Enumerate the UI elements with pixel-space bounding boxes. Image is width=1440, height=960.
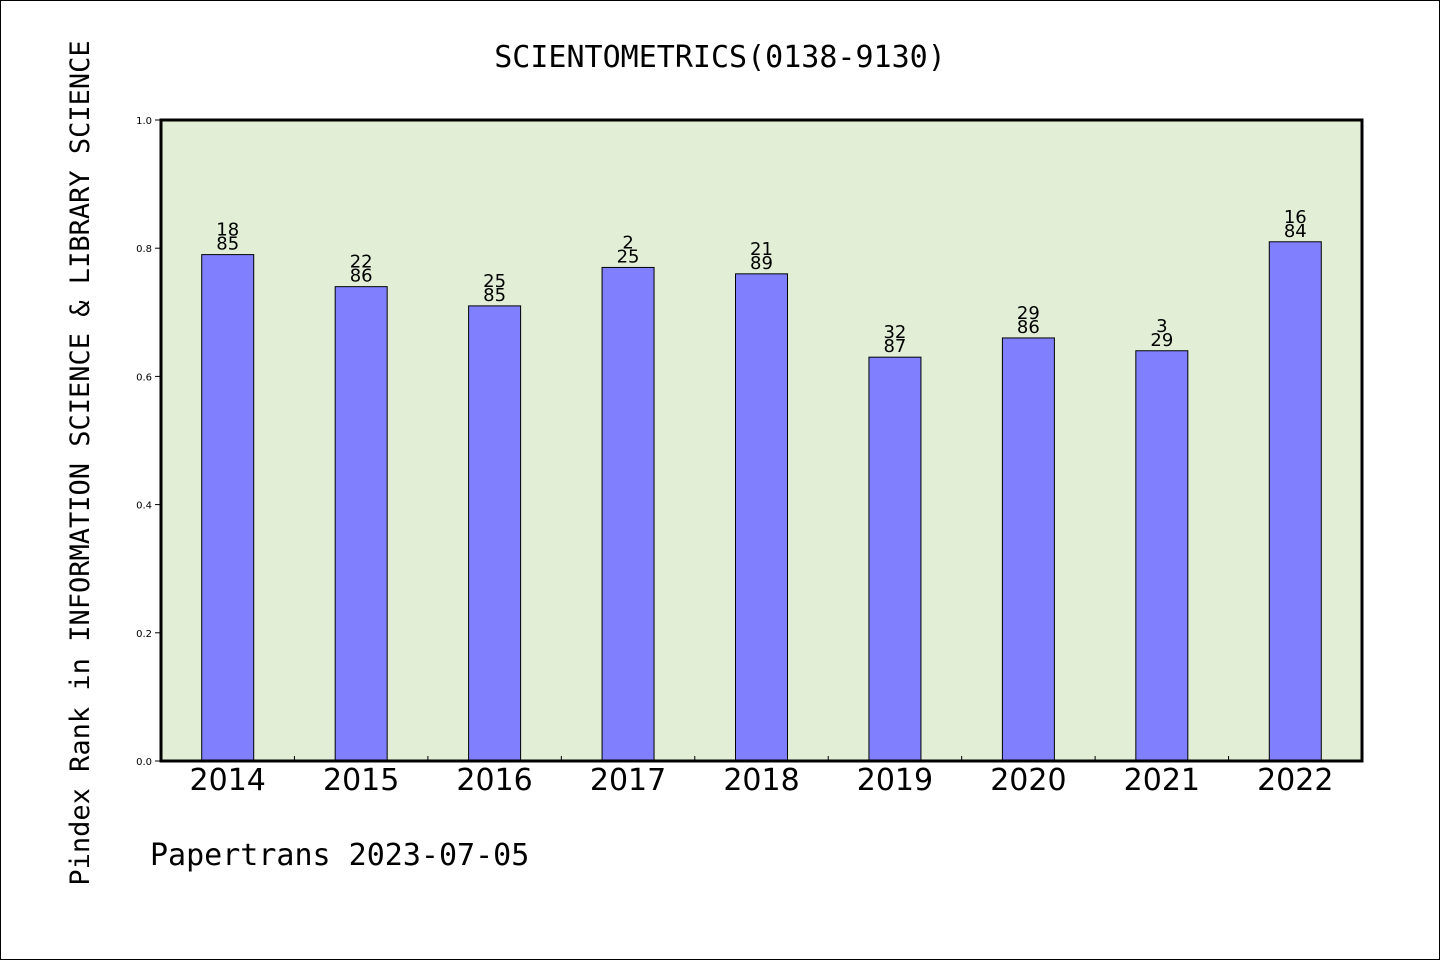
bar-total-label-2021: 29 — [1150, 330, 1173, 351]
bar-rank-label-2014: 18 — [216, 220, 239, 241]
x-tick-label-2018: 2018 — [723, 763, 799, 798]
bar-rank-label-2019: 32 — [883, 322, 906, 343]
y-tick-label-3: 0.6 — [136, 372, 152, 383]
bar-rank-label-2016: 25 — [483, 271, 506, 292]
y-tick-label-4: 0.8 — [136, 244, 152, 255]
bar-total-label-2020: 86 — [1017, 317, 1040, 338]
y-tick-label-0: 0.0 — [136, 757, 152, 768]
bar-2020 — [1001, 337, 1055, 762]
bar-rank-label-2021: 3 — [1156, 316, 1167, 337]
bar-rank-label-2015: 22 — [350, 252, 373, 273]
x-tick-label-2022: 2022 — [1257, 763, 1333, 798]
x-tick-label-2014: 2014 — [190, 763, 266, 798]
bar-rank-label-2020: 29 — [1017, 303, 1040, 324]
x-tick-label-2019: 2019 — [857, 763, 933, 798]
y-tick-label-5: 1.0 — [136, 116, 152, 127]
bar-total-label-2022: 84 — [1284, 221, 1307, 242]
bar-rank-label-2022: 16 — [1284, 207, 1307, 228]
bar-2015 — [334, 286, 388, 762]
y-tick-label-1: 0.2 — [136, 629, 152, 640]
footer-text: Papertrans 2023-07-05 — [150, 838, 529, 873]
bar-2016 — [468, 305, 522, 762]
bar-2017 — [601, 266, 655, 762]
x-tick-label-2017: 2017 — [590, 763, 666, 798]
bar-total-label-2018: 89 — [750, 253, 773, 274]
y-axis-label: Pindex Rank in INFORMATION SCIENCE & LIB… — [65, 40, 96, 885]
bar-rank-label-2018: 21 — [750, 239, 773, 260]
x-tick-label-2015: 2015 — [323, 763, 399, 798]
bar-2021 — [1135, 350, 1189, 762]
x-tick-label-2020: 2020 — [990, 763, 1066, 798]
bar-total-label-2015: 86 — [350, 266, 373, 287]
bar-total-label-2016: 85 — [483, 285, 506, 306]
chart-title: SCIENTOMETRICS(0138-9130) — [494, 40, 946, 75]
bar-total-label-2014: 85 — [216, 234, 239, 255]
ticks-layer: 2014 2015 2016 2017 2018 2019 2020 2021 2022 0.0 0… — [136, 116, 1363, 798]
y-tick-label-2: 0.4 — [136, 501, 152, 512]
plot-frame — [159, 118, 1364, 763]
bar-2022 — [1268, 241, 1322, 762]
bar-2019 — [868, 356, 922, 762]
bar-rank-label-2017: 2 — [622, 232, 633, 253]
bar-total-label-2019: 87 — [883, 336, 906, 357]
x-tick-label-2016: 2016 — [456, 763, 532, 798]
bar-total-label-2017: 25 — [617, 246, 640, 267]
bar-2018 — [735, 273, 788, 762]
x-tick-label-2021: 2021 — [1124, 763, 1200, 798]
bar-2014 — [201, 254, 255, 762]
